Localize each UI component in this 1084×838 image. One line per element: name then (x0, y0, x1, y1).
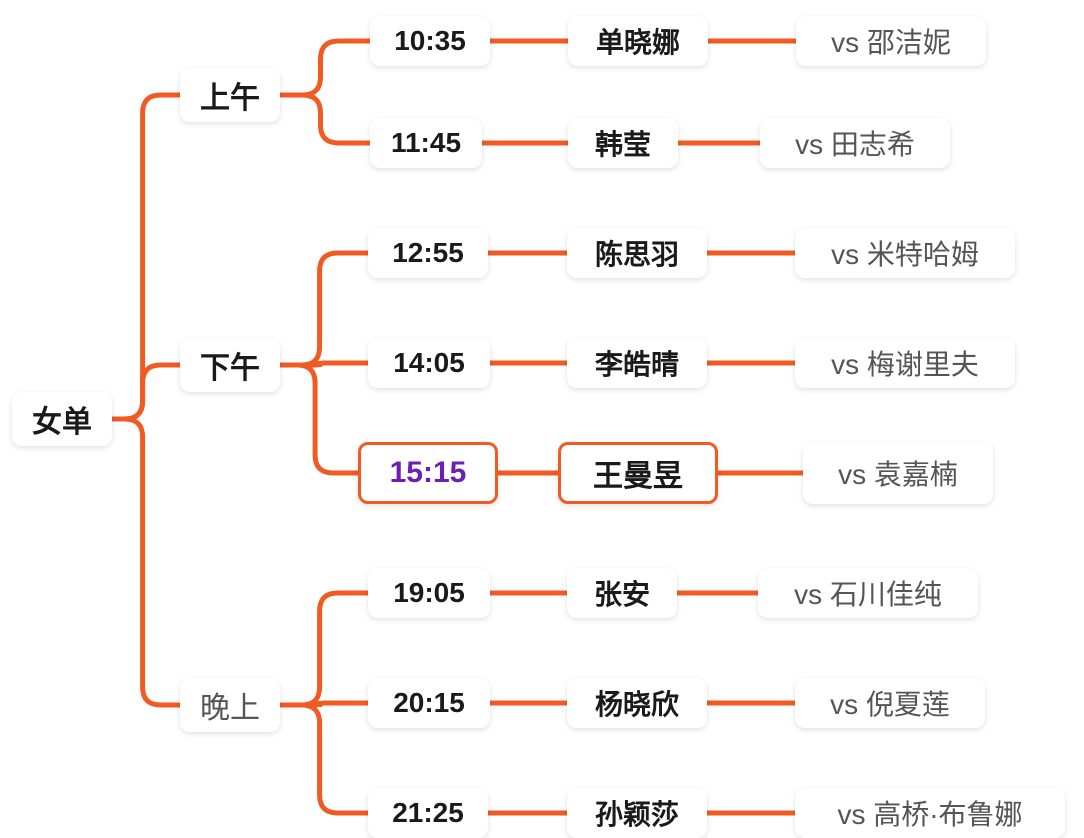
player2-node: vs 倪夏莲 (795, 678, 985, 728)
player2-node: vs 袁嘉楠 (803, 442, 993, 504)
player2-node: vs 梅谢里夫 (795, 338, 1015, 388)
session-node: 上午 (180, 68, 280, 122)
time-node: 15:15 (358, 442, 498, 504)
time-node: 12:55 (368, 228, 488, 278)
time-node: 19:05 (368, 568, 490, 618)
player1-node: 张安 (567, 568, 677, 618)
root-node: 女单 (12, 392, 112, 446)
player1-node: 韩莹 (568, 118, 678, 168)
player1-node: 单晓娜 (568, 16, 708, 66)
session-node: 下午 (180, 338, 280, 392)
time-node: 11:45 (370, 118, 482, 168)
player2-node: vs 邵洁妮 (796, 16, 986, 66)
time-node: 20:15 (368, 678, 490, 728)
player1-node: 王曼昱 (558, 442, 718, 504)
player1-node: 李皓晴 (567, 338, 707, 388)
player2-node: vs 高桥·布鲁娜 (795, 788, 1065, 838)
time-node: 10:35 (370, 16, 490, 66)
player2-node: vs 石川佳纯 (758, 568, 978, 618)
time-node: 14:05 (368, 338, 490, 388)
time-node: 21:25 (368, 788, 488, 838)
player2-node: vs 田志希 (760, 118, 950, 168)
player1-node: 陈思羽 (567, 228, 707, 278)
player2-node: vs 米特哈姆 (795, 228, 1015, 278)
session-node: 晚上 (180, 678, 280, 732)
player1-node: 孙颖莎 (567, 788, 707, 838)
player1-node: 杨晓欣 (567, 678, 707, 728)
